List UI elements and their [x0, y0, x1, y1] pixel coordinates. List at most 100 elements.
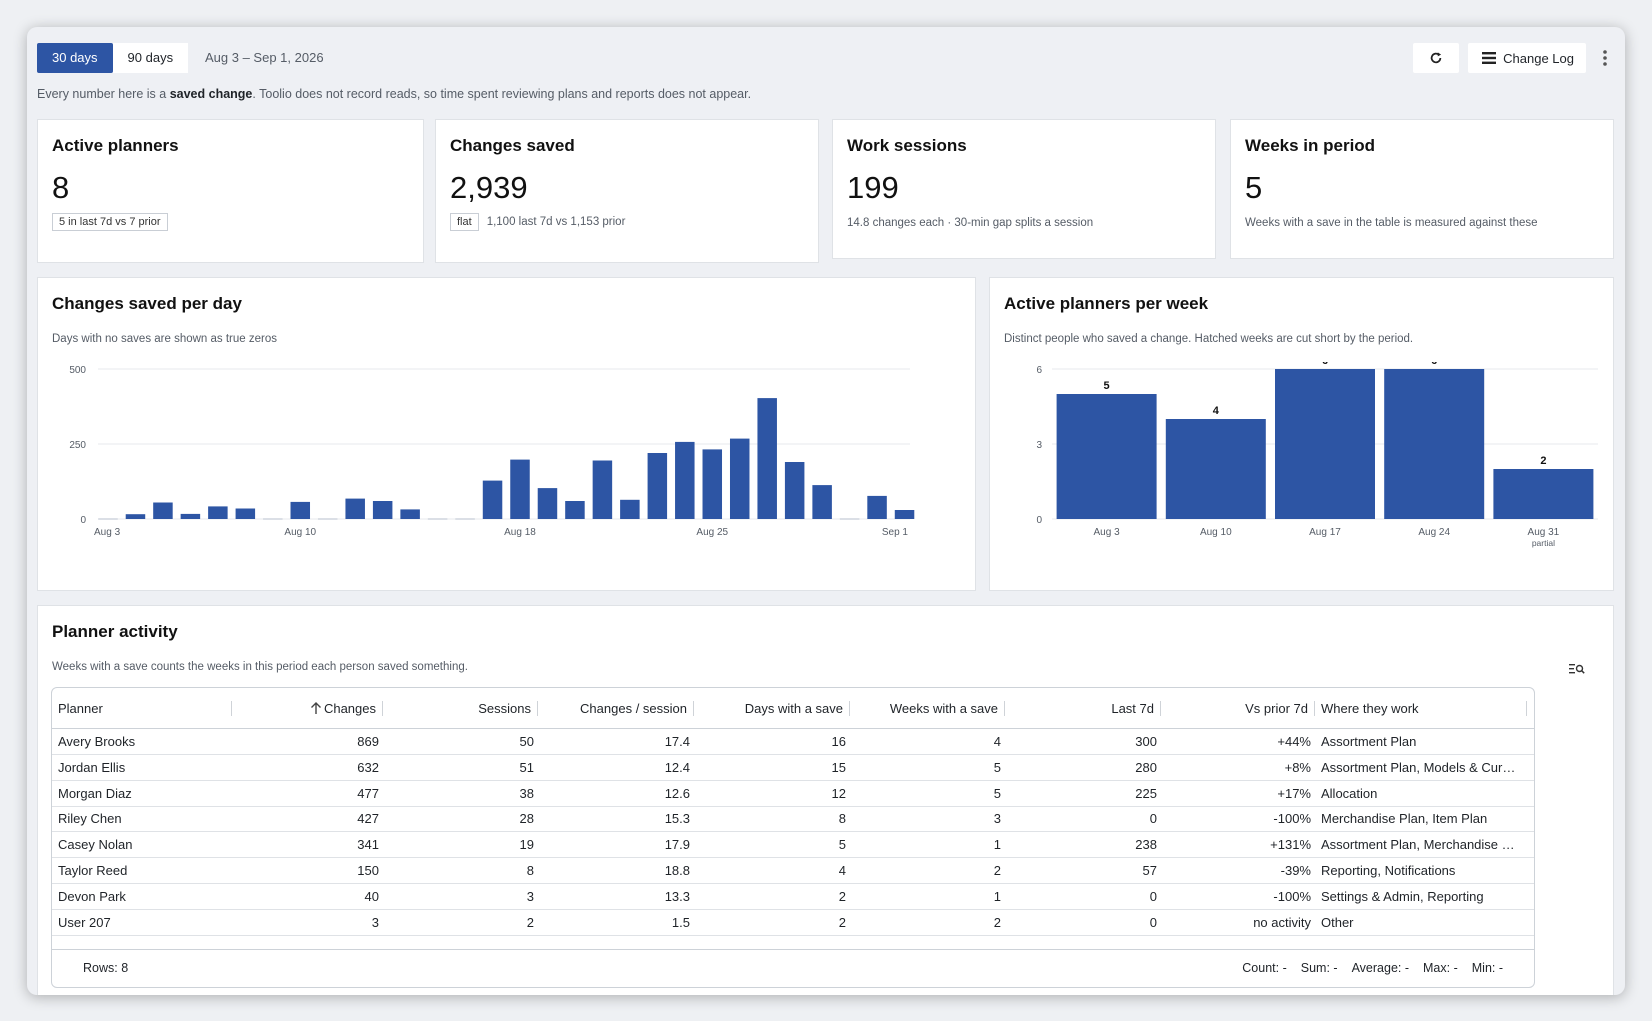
table-cell: 16: [831, 734, 846, 749]
table-row[interactable]: Taylor Reed 150 8 18.8 4 2 57 -39% Reporting, No…: [52, 858, 1534, 884]
column-header-3[interactable]: Changes / session: [538, 688, 694, 729]
range-30-days-button[interactable]: 30 days: [37, 43, 113, 73]
column-resize-handle[interactable]: [537, 701, 538, 716]
sort-ascending-icon: [310, 702, 321, 714]
planners-per-week-card: Active planners per week Distinct people…: [989, 277, 1614, 591]
table-row[interactable]: Riley Chen 427 28 15.3 8 3 0 -100% Merchandise P…: [52, 806, 1534, 833]
table-cell: 3: [371, 914, 379, 930]
y-tick-label: 500: [69, 365, 86, 376]
column-resize-handle[interactable]: [693, 701, 694, 716]
table-cell: 632: [357, 759, 379, 775]
column-header-8[interactable]: Where they work: [1321, 688, 1527, 729]
column-header-1[interactable]: Changes: [227, 688, 383, 729]
bar: [675, 441, 695, 519]
table-cell: Morgan Diaz: [58, 785, 132, 801]
notice-prefix: Every number here is a: [37, 87, 170, 101]
column-header-7[interactable]: Vs prior 7d: [1161, 688, 1315, 729]
agg-max: Max: -: [1423, 961, 1458, 975]
bar: [867, 495, 887, 519]
y-tick-label: 250: [69, 440, 86, 451]
table-cell: 150: [357, 863, 379, 878]
column-resize-handle[interactable]: [1160, 701, 1161, 716]
bar: [1275, 369, 1375, 519]
table-cell: 300: [1135, 734, 1157, 749]
table-row[interactable]: Casey Nolan 341 19 17.9 5 1 238 +131% Assortment…: [52, 832, 1534, 859]
change-log-label: Change Log: [1503, 50, 1574, 66]
column-header-6[interactable]: Last 7d: [1005, 688, 1161, 729]
bar: [729, 438, 750, 519]
table-cell: Allocation: [1321, 785, 1378, 801]
column-resize-handle[interactable]: [1526, 701, 1527, 716]
bar: [125, 514, 146, 519]
chart-title: Changes saved per day: [52, 294, 242, 313]
more-options-button[interactable]: [1595, 43, 1615, 73]
bar: [1384, 369, 1485, 519]
x-tick-label: Sep 1: [882, 527, 909, 538]
column-header-4[interactable]: Days with a save: [694, 688, 850, 729]
x-tick-label: Aug 3: [1094, 527, 1121, 538]
agg-count: Count: -: [1242, 961, 1287, 975]
table-cell: 0: [1149, 914, 1157, 930]
table-cell: 40: [364, 888, 379, 904]
table-row[interactable]: Avery Brooks 869 50 17.4 16 4 300 +44% Assortmen…: [52, 729, 1534, 755]
column-resize-handle[interactable]: [849, 701, 850, 716]
table-cell: 3: [993, 811, 1001, 827]
data-label: 6: [1431, 362, 1437, 367]
table-cell: Assortment Plan, Models & Curves: [1321, 759, 1521, 775]
agg-sum: Sum: -: [1300, 961, 1338, 975]
table-search-button[interactable]: [1569, 662, 1587, 676]
table-cell: Riley Chen: [58, 811, 122, 827]
column-header-2[interactable]: Sessions: [383, 688, 538, 729]
kpi-subline: 14.8 changes each · 30-min gap splits a …: [847, 217, 1093, 229]
y-tick-label: 6: [1036, 365, 1042, 376]
table-cell: 427: [357, 811, 379, 827]
column-header-label: Sessions: [478, 701, 531, 716]
bar: [894, 510, 915, 519]
bar: [647, 453, 668, 519]
data-label: 5: [1104, 380, 1110, 392]
column-header-5[interactable]: Weeks with a save: [850, 688, 1005, 729]
toolbar-actions: Change Log: [1413, 43, 1615, 73]
table-row[interactable]: Morgan Diaz 477 38 12.6 12 5 225 +17% Allocation: [52, 781, 1534, 807]
table-cell: 2: [838, 888, 846, 904]
range-90-days-button[interactable]: 90 days: [112, 43, 189, 73]
column-resize-handle[interactable]: [1314, 701, 1315, 716]
table-row[interactable]: Devon Park 40 3 13.3 2 1 0 -100% Settings & Admi…: [52, 884, 1534, 910]
planners-per-week-chart: 0 3 6 5 Aug 3 4 Aug 10 6 Aug 17 6 Aug 24 2 Aug 31par…: [1036, 362, 1598, 548]
bar: [510, 459, 530, 519]
refresh-button[interactable]: [1413, 43, 1460, 73]
table-cell: Taylor Reed: [58, 863, 128, 878]
bar: [290, 501, 311, 519]
kpi-value: 8: [52, 170, 70, 205]
table-cell: 12.4: [664, 759, 690, 775]
column-resize-handle[interactable]: [1004, 701, 1005, 716]
date-range-label: Aug 3 – Sep 1, 2026: [205, 50, 324, 65]
table-cell: +131%: [1270, 837, 1311, 853]
table-cell: 1: [993, 888, 1001, 904]
table-row[interactable]: Jordan Ellis 632 51 12.4 15 5 280 +8% Assortment…: [52, 755, 1534, 781]
column-resize-handle[interactable]: [382, 701, 383, 716]
table-row[interactable]: User 207 3 2 1.5 2 2 0 no activity Other: [52, 910, 1534, 936]
table-cell: 238: [1135, 837, 1157, 853]
table-cell: Other: [1321, 914, 1354, 930]
bar: [153, 502, 173, 519]
change-log-button[interactable]: Change Log: [1468, 43, 1586, 73]
table-cell: 2: [993, 863, 1001, 878]
planner-activity-grid: Planner Changes Sessions Changes / session D…: [51, 687, 1535, 988]
bar: [372, 501, 393, 519]
column-header-label: Days with a save: [744, 701, 843, 716]
table-cell: 5: [838, 837, 846, 853]
app-window: 30 days 90 days Aug 3 – Sep 1, 2026 Chan…: [27, 27, 1625, 995]
kpi-detail: 1,100 last 7d vs 1,153 prior: [486, 216, 626, 228]
y-tick-label: 3: [1036, 440, 1042, 451]
table-cell: 17.4: [664, 734, 690, 749]
bar: [235, 508, 256, 519]
x-tick-label: Aug 31: [1528, 527, 1560, 538]
x-tick-label: Aug 10: [284, 527, 316, 538]
column-header-0[interactable]: Planner: [58, 688, 232, 729]
bar: [1493, 469, 1594, 519]
table-cell: Reporting, Notifications: [1321, 863, 1456, 878]
list-search-icon: [1569, 664, 1585, 674]
table-cell: +17%: [1277, 785, 1311, 801]
column-resize-handle[interactable]: [231, 701, 232, 716]
